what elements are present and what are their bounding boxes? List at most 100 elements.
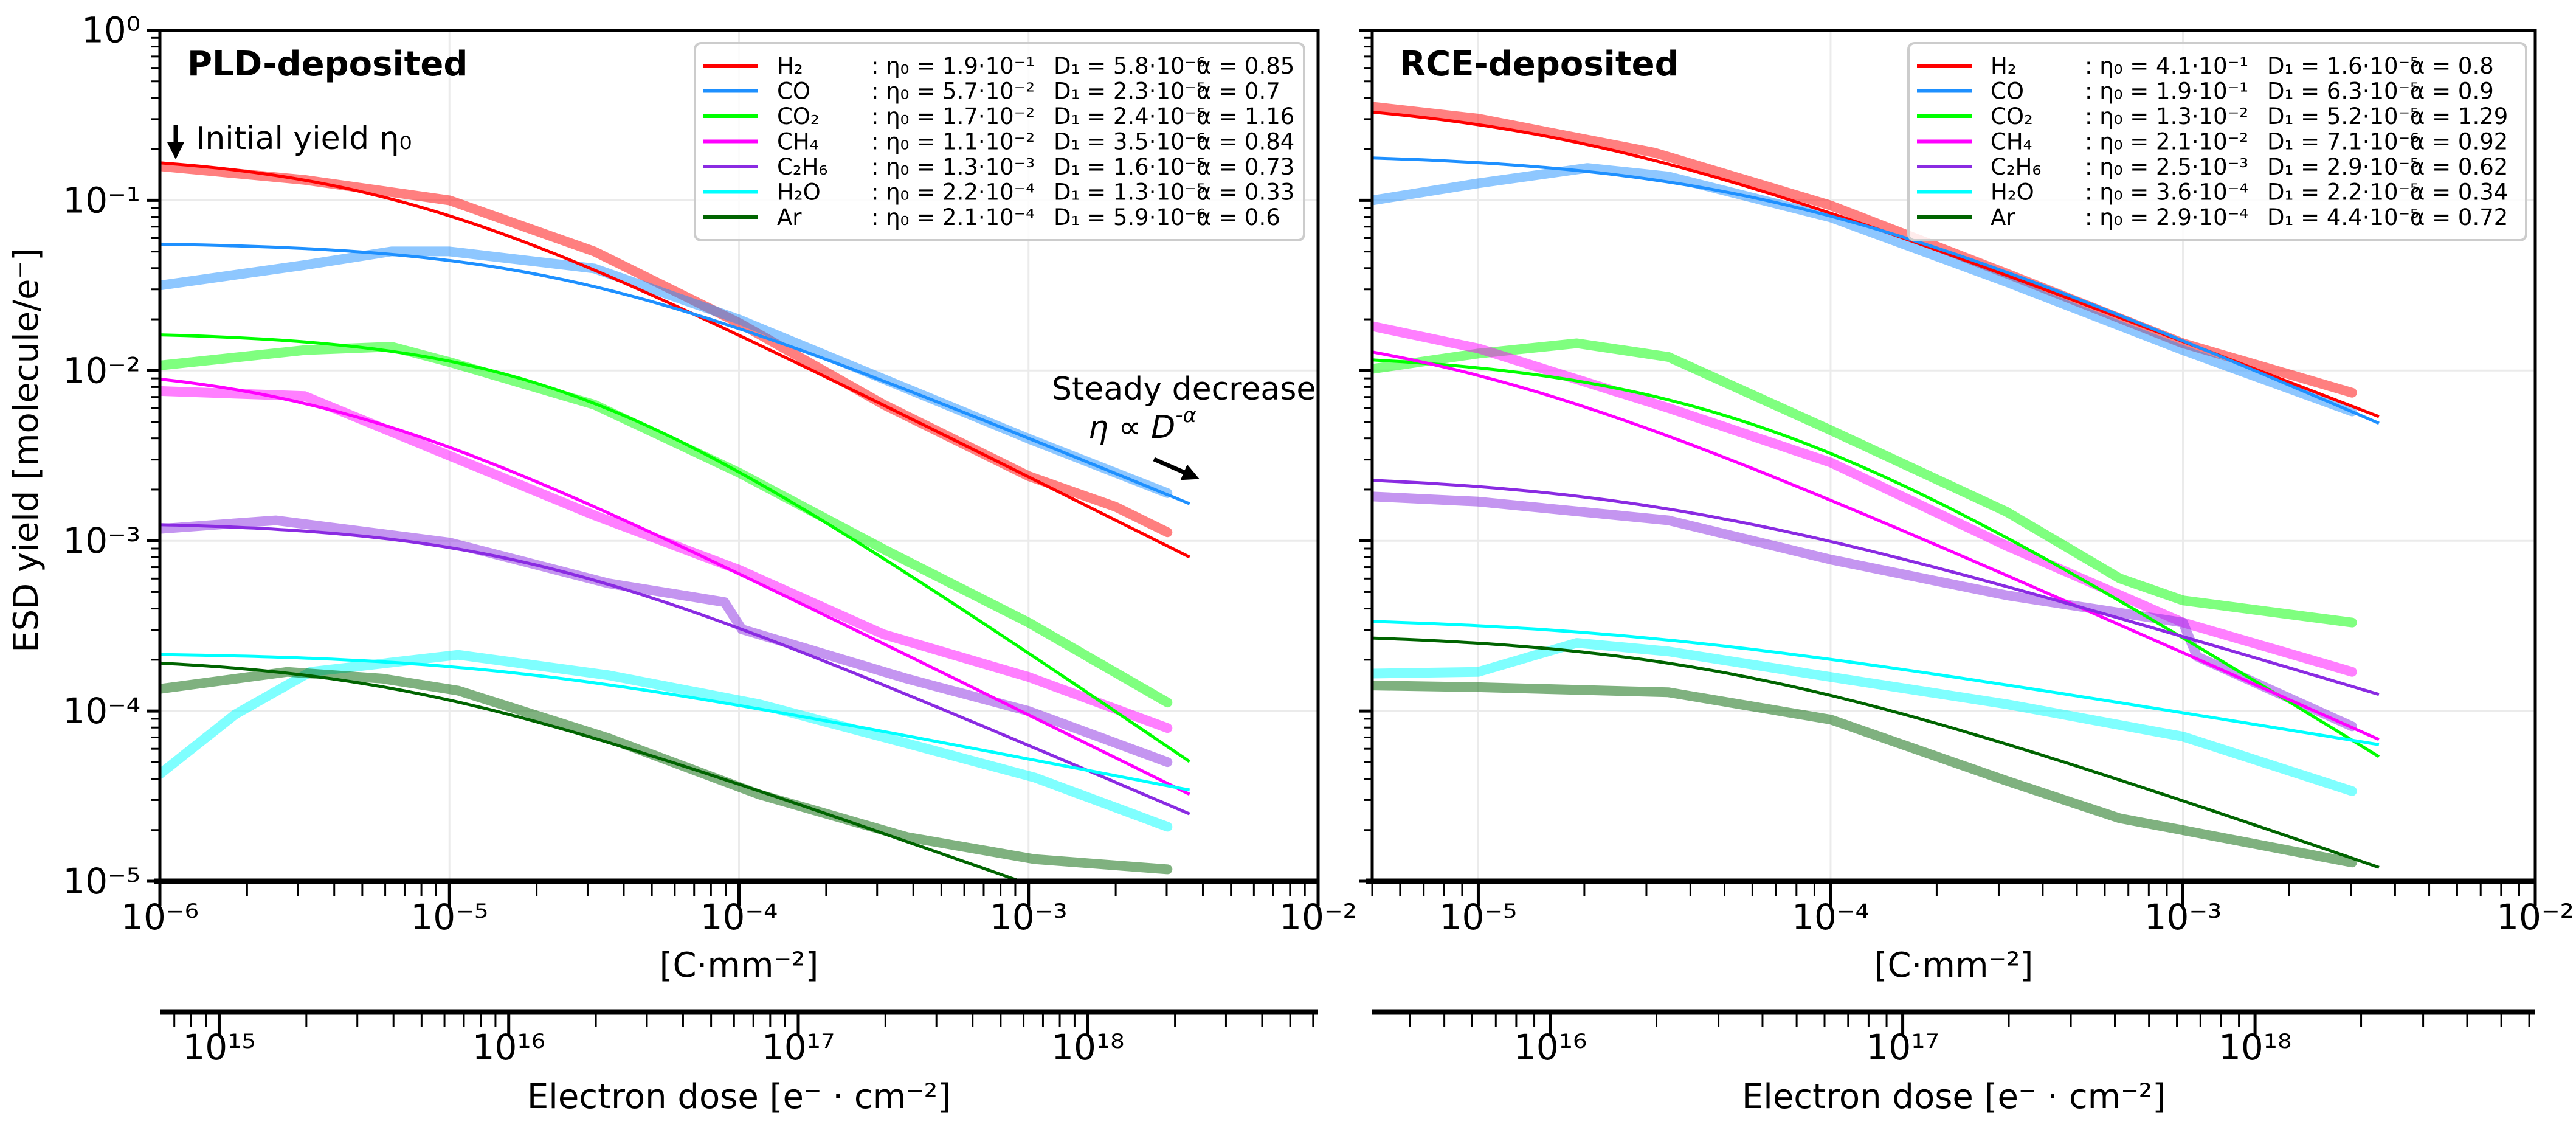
measured-series (160, 386, 1173, 733)
legend-alpha: α = 0.33 (1196, 179, 1294, 206)
measured-series (1372, 491, 2357, 732)
secondary-x-tick-label: 10¹⁷ (1866, 1027, 1939, 1068)
legend-entry: CO : η₀ = 1.9·10⁻¹ D₁ = 6.3·10⁻⁵α = 0.9 (1991, 78, 2494, 105)
fit-line (160, 653, 1190, 792)
secondary-x-tick-label: 10¹⁷ (762, 1027, 835, 1068)
legend-entry: CO₂: η₀ = 1.7·10⁻² D₁ = 2.4·10⁻⁵α = 1.16 (777, 103, 1294, 130)
legend-eta0: : η₀ = 1.3·10⁻³ (871, 154, 1035, 180)
secondary-x-tick-label: 10¹⁶ (1514, 1027, 1587, 1068)
fit-line (1372, 620, 2380, 746)
x-tick-label: 10⁻³ (990, 896, 1068, 938)
legend-gas-name: H₂ (1991, 53, 2017, 79)
legend-eta0: : η₀ = 5.7·10⁻² (871, 78, 1035, 105)
legend-d1: D₁ = 6.3·10⁻⁵ (2267, 78, 2419, 105)
legend-entry: Ar: η₀ = 2.9·10⁻⁴ D₁ = 4.4·10⁻⁵α = 0.72 (1991, 204, 2508, 231)
legend-eta0: : η₀ = 1.9·10⁻¹ (871, 53, 1035, 79)
legend-d1: D₁ = 3.5·10⁻⁶ (1054, 129, 1206, 155)
legend-eta0: : η₀ = 1.7·10⁻² (871, 103, 1035, 130)
measured-series (160, 515, 1173, 768)
legend-entry: H₂O: η₀ = 2.2·10⁻⁴ D₁ = 1.3·10⁻⁵α = 0.33 (777, 179, 1294, 206)
y-tick-label: 10⁰ (81, 10, 140, 51)
x-tick-label: 10⁻² (1279, 896, 1357, 938)
secondary-x-tick-label: 10¹⁸ (2219, 1027, 2291, 1068)
x-tick-label: 10⁻⁴ (1792, 896, 1870, 938)
secondary-x-axis-label: Electron dose [e⁻ · cm⁻²] (1742, 1077, 2166, 1117)
legend-d1: D₁ = 1.6·10⁻⁵ (1054, 154, 1206, 180)
legend-alpha: α = 0.6 (1196, 204, 1280, 231)
legend-gas-name: CO (777, 78, 810, 105)
fit-line (1372, 636, 2380, 869)
legend-gas-name: H₂O (1991, 179, 2034, 206)
legend-eta0: : η₀ = 2.5·10⁻³ (2085, 154, 2248, 180)
panel-rce-deposited: 10⁻⁵ 10⁻⁴ 10⁻³ 10⁻² [C·mm⁻²] 10¹⁶ 10¹⁷ 10¹⁸ Elec… (1359, 29, 2574, 1117)
legend-d1: D₁ = 2.3·10⁻⁵ (1054, 78, 1206, 105)
legend-alpha: α = 0.62 (2410, 154, 2508, 180)
y-tick-label: 10⁻⁴ (63, 690, 140, 732)
legend-alpha: α = 0.72 (2410, 204, 2508, 231)
legend-entry: C₂H₆: η₀ = 1.3·10⁻³ D₁ = 1.6·10⁻⁵α = 0.73 (777, 154, 1294, 180)
measured-series (1372, 681, 2357, 868)
legend-entry: CH₄: η₀ = 1.1·10⁻² D₁ = 3.5·10⁻⁶α = 0.84 (777, 129, 1294, 155)
legend-d1: D₁ = 1.6·10⁻⁵ (2267, 53, 2419, 79)
x-axis-label: [C·mm⁻²] (660, 946, 819, 985)
y-tick-label: 10⁻³ (63, 520, 140, 561)
x-tick-label: 10⁻³ (2144, 896, 2222, 938)
legend-d1: D₁ = 5.9·10⁻⁶ (1054, 204, 1206, 231)
legend-d1: D₁ = 2.9·10⁻⁵ (2267, 154, 2419, 180)
legend-gas-name: CO (1991, 78, 2024, 105)
legend-d1: D₁ = 4.4·10⁻⁵ (2267, 204, 2419, 231)
measured-series (1372, 321, 2357, 677)
panel-title: PLD-deposited (187, 44, 468, 84)
measured-series (160, 650, 1173, 832)
legend-entry: H₂: η₀ = 1.9·10⁻¹ D₁ = 5.8·10⁻⁶α = 0.85 (777, 53, 1294, 79)
x-tick-label: 10⁻⁶ (121, 896, 199, 938)
legend-d1: D₁ = 5.8·10⁻⁶ (1054, 53, 1206, 79)
initial-yield-annotation: Initial yield η₀ (196, 120, 412, 157)
steady-decrease-annotation: Steady decrease (1052, 371, 1316, 407)
legend-eta0: : η₀ = 2.1·10⁻² (2085, 129, 2248, 155)
x-tick-label: 10⁻⁴ (700, 896, 778, 938)
y-axis-label: ESD yield [molecule/e⁻] (7, 248, 46, 653)
fit-line (160, 242, 1190, 505)
legend-gas-name: CH₄ (1991, 129, 2032, 155)
legend-entry: Ar: η₀ = 2.1·10⁻⁴ D₁ = 5.9·10⁻⁶α = 0.6 (777, 204, 1280, 231)
x-tick-label: 10⁻⁵ (1440, 896, 1518, 938)
legend-alpha: α = 0.34 (2410, 179, 2508, 206)
legend-alpha: α = 0.9 (2410, 78, 2494, 105)
legend-gas-name: CH₄ (777, 129, 819, 155)
legend-eta0: : η₀ = 1.9·10⁻¹ (2085, 78, 2248, 105)
x-axis-label: [C·mm⁻²] (1874, 946, 2034, 985)
legend-gas-name: CO₂ (777, 103, 820, 130)
steady-decrease-arrow-icon (1153, 457, 1200, 480)
legend-alpha: α = 0.8 (2410, 53, 2494, 79)
measured-series (1372, 102, 2357, 398)
legend-d1: D₁ = 5.2·10⁻⁵ (2267, 103, 2419, 130)
y-tick-label: 10⁻² (63, 350, 140, 391)
power-law-exponent: -α (1175, 403, 1196, 428)
legend-alpha: α = 1.29 (2410, 103, 2508, 130)
legend-entry: C₂H₆: η₀ = 2.5·10⁻³ D₁ = 2.9·10⁻⁵α = 0.62 (1991, 154, 2508, 180)
legend-eta0: : η₀ = 2.2·10⁻⁴ (871, 179, 1035, 206)
secondary-x-tick-label: 10¹⁸ (1051, 1027, 1124, 1068)
legend-alpha: α = 0.84 (1196, 129, 1294, 155)
plot-area (1372, 102, 2380, 869)
plot-area (160, 161, 1191, 881)
measured-series (1372, 338, 2357, 628)
legend-eta0: : η₀ = 2.9·10⁻⁴ (2085, 204, 2248, 231)
legend-alpha: α = 0.92 (2410, 129, 2508, 155)
secondary-x-tick-label: 10¹⁶ (472, 1027, 545, 1068)
legend-eta0: : η₀ = 1.3·10⁻² (2085, 103, 2248, 130)
power-law-text: η ∝ D (1088, 409, 1175, 446)
legend-gas-name: H₂O (777, 179, 821, 206)
fit-line (160, 333, 1191, 763)
legend-gas-name: CO₂ (1991, 103, 2033, 130)
legend: H₂: η₀ = 1.9·10⁻¹ D₁ = 5.8·10⁻⁶α = 0.85CO… (694, 42, 1305, 241)
legend-alpha: α = 0.7 (1196, 78, 1280, 105)
legend-gas-name: Ar (777, 204, 802, 231)
fit-line (1372, 358, 2380, 758)
legend-entry: CH₄: η₀ = 2.1·10⁻² D₁ = 7.1·10⁻⁶α = 0.92 (1991, 129, 2508, 155)
secondary-x-tick-label: 10¹⁵ (182, 1027, 255, 1068)
legend-d1: D₁ = 2.2·10⁻⁵ (2267, 179, 2419, 206)
y-tick-label: 10⁻⁵ (63, 861, 140, 902)
fit-line (160, 377, 1190, 796)
